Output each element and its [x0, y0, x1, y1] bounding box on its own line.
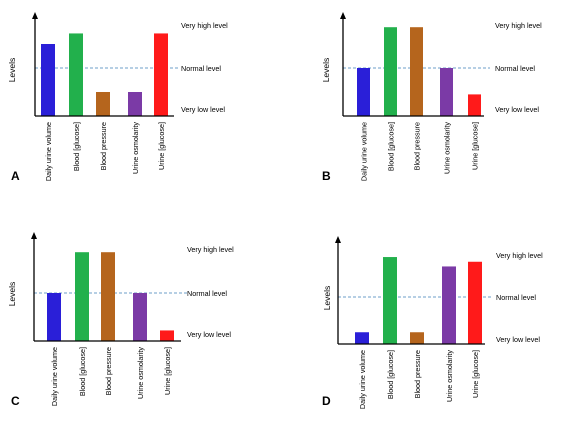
y-axis-arrow-icon [335, 236, 341, 243]
category-label-1: Daily urine volume [50, 347, 59, 406]
bar-3 [96, 92, 110, 116]
bar-1 [357, 68, 370, 116]
bar-4 [442, 266, 456, 344]
y-axis-label: Levels [7, 58, 17, 83]
chart-panel-c: Levels Very high level Normal level Very lo… [7, 232, 234, 408]
very-high-level-label: Very high level [181, 21, 228, 30]
chart-panel-a: Levels Very high level Normal level Very lo… [7, 12, 228, 183]
bar-2 [383, 257, 397, 344]
category-label-3: Blood pressure [413, 122, 422, 170]
panel-label: D [322, 394, 331, 408]
bar-5 [468, 261, 482, 344]
y-axis-arrow-icon [31, 232, 37, 239]
very-high-level-label: Very high level [495, 21, 542, 30]
category-label-3: Blood pressure [413, 350, 422, 398]
category-label-4: Urine osmolarity [443, 122, 452, 174]
very-low-level-label: Very low level [496, 335, 540, 344]
category-label-5: Urine [glucose] [471, 122, 480, 170]
bar-1 [41, 44, 55, 116]
bar-2 [384, 27, 397, 117]
bar-5 [468, 94, 481, 116]
panel-label: B [322, 169, 331, 183]
normal-level-label: Normal level [181, 64, 221, 73]
category-label-2: Blood [glucose] [72, 122, 81, 171]
bar-2 [75, 252, 89, 341]
bar-4 [128, 92, 142, 116]
y-axis-label: Levels [322, 286, 332, 311]
y-axis-label: Levels [321, 58, 331, 83]
bar-1 [47, 293, 61, 341]
category-label-3: Blood pressure [99, 122, 108, 170]
panel-label: C [11, 394, 20, 408]
bar-4 [133, 293, 147, 341]
y-axis-arrow-icon [32, 12, 38, 19]
category-label-1: Daily urine volume [358, 350, 367, 409]
category-label-5: Urine [glucose] [471, 350, 480, 398]
bar-2 [69, 33, 83, 116]
very-low-level-label: Very low level [181, 105, 225, 114]
bar-3 [101, 252, 115, 341]
category-label-4: Urine osmolarity [445, 350, 454, 402]
category-label-2: Blood [glucose] [78, 347, 87, 396]
category-label-2: Blood [glucose] [386, 350, 395, 399]
category-label-1: Daily urine volume [44, 122, 53, 181]
category-label-5: Urine [glucose] [163, 347, 172, 395]
category-label-3: Blood pressure [104, 347, 113, 395]
category-label-4: Urine osmolarity [131, 122, 140, 174]
bar-5 [160, 330, 174, 341]
bar-1 [355, 332, 369, 344]
bar-4 [440, 68, 453, 116]
bar-3 [410, 332, 424, 344]
category-label-1: Daily urine volume [360, 122, 369, 181]
chart-panel-b: Levels Very high level Normal level Very lo… [321, 12, 542, 183]
category-label-4: Urine osmolarity [136, 347, 145, 399]
y-axis-arrow-icon [340, 12, 346, 19]
very-low-level-label: Very low level [187, 330, 231, 339]
normal-level-label: Normal level [496, 293, 536, 302]
category-label-2: Blood [glucose] [387, 122, 396, 171]
chart-panel-d: Levels Very high level Normal level Very lo… [322, 236, 543, 409]
very-low-level-label: Very low level [495, 105, 539, 114]
panel-label: A [11, 169, 20, 183]
normal-level-label: Normal level [495, 64, 535, 73]
normal-level-label: Normal level [187, 289, 227, 298]
very-high-level-label: Very high level [496, 251, 543, 260]
very-high-level-label: Very high level [187, 245, 234, 254]
y-axis-label: Levels [7, 282, 17, 307]
category-label-5: Urine [glucose] [157, 122, 166, 170]
bar-3 [410, 27, 423, 117]
bar-5 [154, 33, 168, 116]
